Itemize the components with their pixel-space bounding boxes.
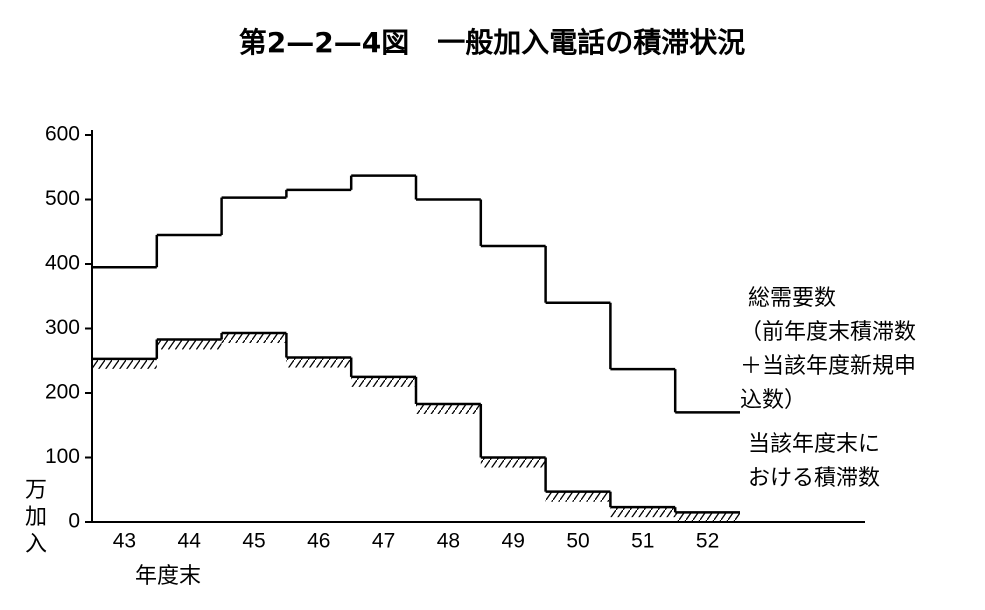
x-tick-label: 49 [502,530,525,553]
x-axis-label: 年度末 [135,563,201,588]
hatch [156,339,222,350]
x-tick-label: 45 [242,530,265,553]
y-tick-label: 0 [68,510,80,533]
y-axis-label: 加 [25,504,47,529]
x-tick-label: 47 [372,530,395,553]
x-tick-label: 46 [307,530,330,553]
series-label: 当該年度末に [748,431,880,456]
y-axis-label: 入 [25,531,47,556]
x-tick-label: 44 [178,530,202,553]
hatch [610,507,676,518]
series-label: ＋当該年度新規申 [740,353,916,378]
y-tick-label: 400 [45,252,80,275]
hatch [675,512,740,523]
hatch [92,358,157,369]
chart-title: 第2—2—4図 一般加入電話の積滞状況 [239,26,745,59]
y-tick-label: 300 [45,316,80,339]
hatch [351,376,416,387]
x-tick-label: 52 [696,530,719,553]
y-axis-label: 万 [25,477,47,502]
series-label: 込数） [740,387,806,412]
y-tick-label: 600 [45,123,80,146]
series-label: 総需要数 [748,285,836,310]
hatch [480,457,546,468]
series-label: おける積滞数 [748,465,880,490]
y-tick-label: 100 [45,445,80,468]
hatch [416,403,481,414]
x-tick-label: 48 [437,530,460,553]
x-tick-label: 51 [631,530,654,553]
series-label: （前年度末積滞数 [740,319,916,344]
hatch [286,357,352,368]
y-tick-label: 200 [45,381,80,404]
y-tick-label: 500 [45,187,80,210]
hatch [221,333,287,344]
x-tick-label: 50 [566,530,589,553]
hatch [545,491,611,502]
x-tick-label: 43 [113,530,136,553]
